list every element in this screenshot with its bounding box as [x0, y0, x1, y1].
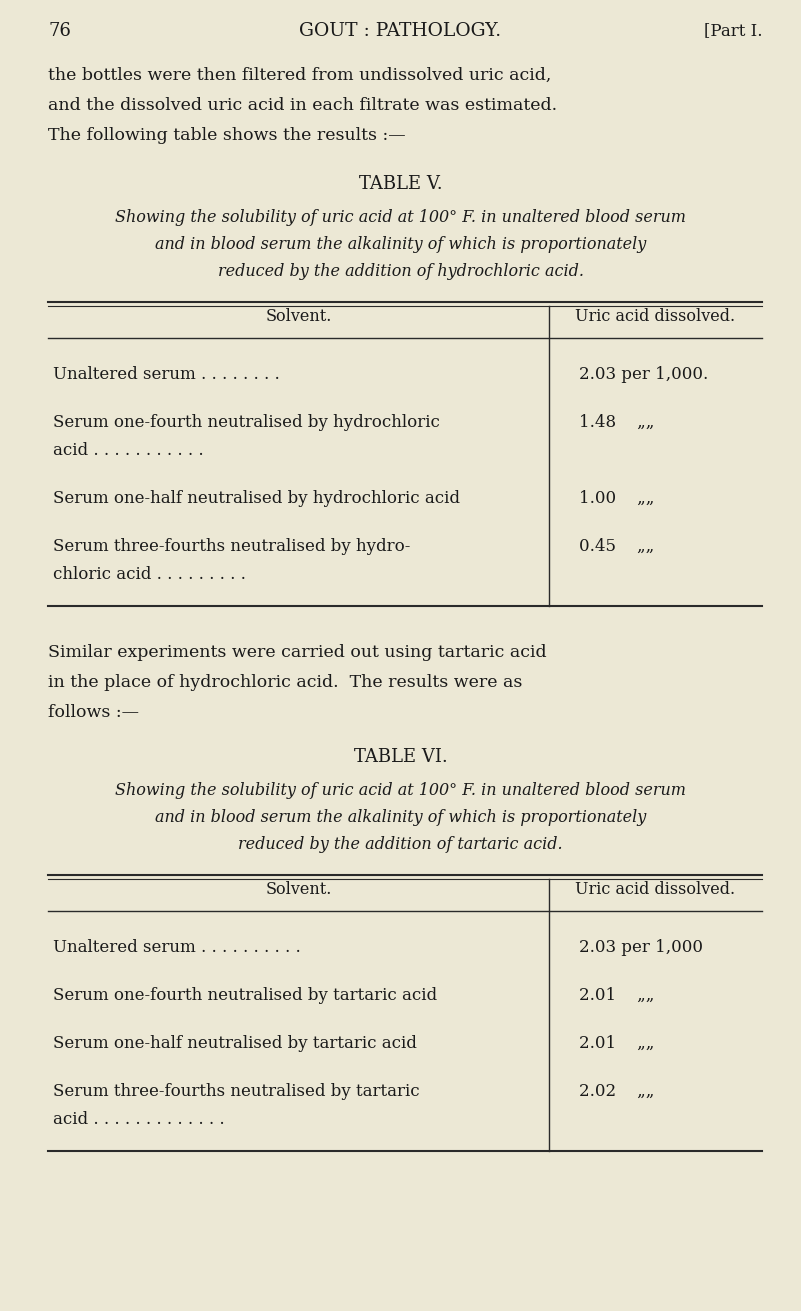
Text: reduced by the addition of hydrochloric acid.: reduced by the addition of hydrochloric …	[218, 264, 583, 281]
Text: 2.03 per 1,000: 2.03 per 1,000	[578, 939, 702, 956]
Text: Uric acid dissolved.: Uric acid dissolved.	[575, 308, 735, 325]
Text: 1.00    „„: 1.00 „„	[578, 490, 654, 507]
Text: Solvent.: Solvent.	[265, 881, 332, 898]
Text: and the dissolved uric acid in each filtrate was estimated.: and the dissolved uric acid in each filt…	[48, 97, 557, 114]
Text: [Part I.: [Part I.	[703, 22, 762, 39]
Text: acid . . . . . . . . . . .: acid . . . . . . . . . . .	[53, 442, 203, 459]
Text: reduced by the addition of tartaric acid.: reduced by the addition of tartaric acid…	[238, 836, 563, 853]
Text: follows :—: follows :—	[48, 704, 139, 721]
Text: 76: 76	[48, 22, 70, 41]
Text: Serum one-fourth neutralised by hydrochloric: Serum one-fourth neutralised by hydrochl…	[53, 414, 440, 431]
Text: 0.45    „„: 0.45 „„	[578, 538, 654, 555]
Text: Unaltered serum . . . . . . . . . .: Unaltered serum . . . . . . . . . .	[53, 939, 300, 956]
Text: Serum three-fourths neutralised by hydro-: Serum three-fourths neutralised by hydro…	[53, 538, 410, 555]
Text: and in blood serum the alkalinity of which is proportionately: and in blood serum the alkalinity of whi…	[155, 809, 646, 826]
Text: Solvent.: Solvent.	[265, 308, 332, 325]
Text: Serum three-fourths neutralised by tartaric: Serum three-fourths neutralised by tarta…	[53, 1083, 420, 1100]
Text: GOUT : PATHOLOGY.: GOUT : PATHOLOGY.	[300, 22, 501, 41]
Text: the bottles were then filtered from undissolved uric acid,: the bottles were then filtered from undi…	[48, 67, 551, 84]
Text: Showing the solubility of uric acid at 100° F. in unaltered blood serum: Showing the solubility of uric acid at 1…	[115, 208, 686, 225]
Text: The following table shows the results :—: The following table shows the results :—	[48, 127, 405, 144]
Text: chloric acid . . . . . . . . .: chloric acid . . . . . . . . .	[53, 566, 246, 583]
Text: 2.02    „„: 2.02 „„	[578, 1083, 654, 1100]
Text: 2.01    „„: 2.01 „„	[578, 1034, 654, 1051]
Text: Serum one-half neutralised by tartaric acid: Serum one-half neutralised by tartaric a…	[53, 1034, 417, 1051]
Text: Similar experiments were carried out using tartaric acid: Similar experiments were carried out usi…	[48, 644, 546, 661]
Text: Serum one-fourth neutralised by tartaric acid: Serum one-fourth neutralised by tartaric…	[53, 987, 437, 1004]
Text: in the place of hydrochloric acid.  The results were as: in the place of hydrochloric acid. The r…	[48, 674, 522, 691]
Text: and in blood serum the alkalinity of which is proportionately: and in blood serum the alkalinity of whi…	[155, 236, 646, 253]
Text: 1.48    „„: 1.48 „„	[578, 414, 654, 431]
Text: Unaltered serum . . . . . . . .: Unaltered serum . . . . . . . .	[53, 366, 280, 383]
Text: 2.03 per 1,000.: 2.03 per 1,000.	[578, 366, 708, 383]
Text: 2.01    „„: 2.01 „„	[578, 987, 654, 1004]
Text: TABLE VI.: TABLE VI.	[353, 749, 448, 766]
Text: TABLE V.: TABLE V.	[359, 174, 442, 193]
Text: Uric acid dissolved.: Uric acid dissolved.	[575, 881, 735, 898]
Text: Showing the solubility of uric acid at 100° F. in unaltered blood serum: Showing the solubility of uric acid at 1…	[115, 781, 686, 798]
Text: acid . . . . . . . . . . . . .: acid . . . . . . . . . . . . .	[53, 1110, 224, 1127]
Text: Serum one-half neutralised by hydrochloric acid: Serum one-half neutralised by hydrochlor…	[53, 490, 460, 507]
